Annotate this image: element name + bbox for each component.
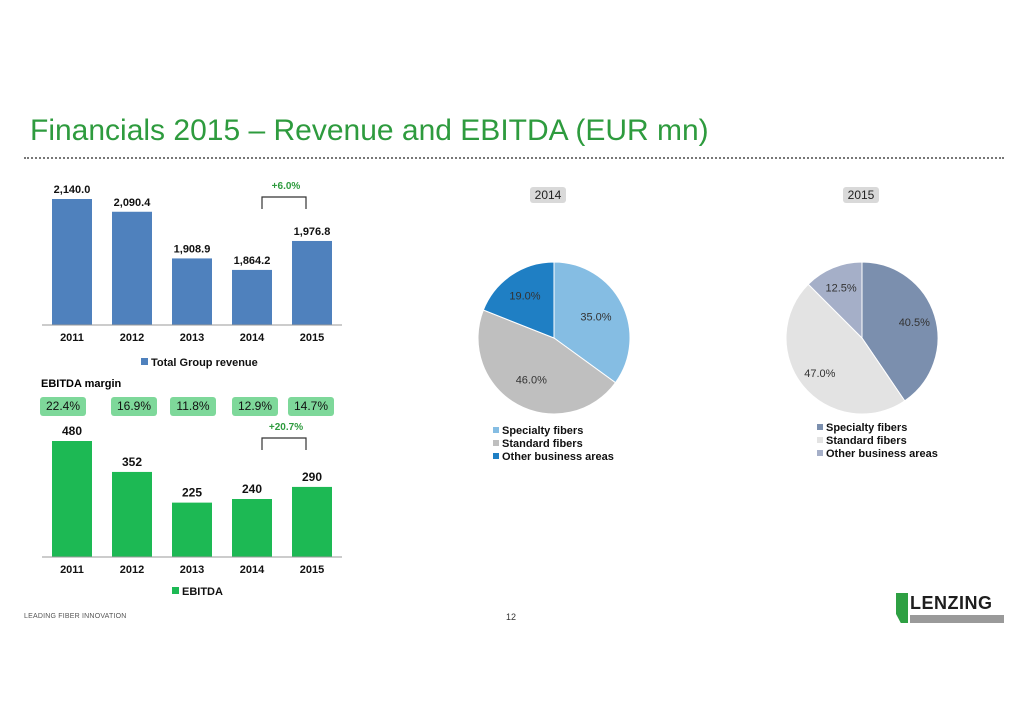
ebitda-value-label-2015: 290 [302,470,322,484]
pie2014-legend-swatch-0 [493,427,499,433]
ebitda-tick-2015: 2015 [300,564,324,576]
revenue-bar-2015 [292,240,332,325]
revenue-legend-label: Total Group revenue [151,357,258,369]
revenue-bar-2014 [232,269,272,325]
ebitda-tick-2013: 2013 [180,564,204,576]
ebitda-value-label-2011: 480 [62,424,82,438]
revenue-tick-2011: 2011 [60,332,84,344]
pie2015-slice-label-0: 40.5% [899,317,930,329]
revenue-tick-2013: 2013 [180,332,204,344]
logo-text: LENZING [910,593,993,613]
pie2015-legend-label-1: Standard fibers [826,435,907,447]
ebitda-margin-2012: 16.9% [111,397,157,416]
pie2014-legend-label-2: Other business areas [502,451,614,463]
revenue-value-label-2015: 1,976.8 [294,226,331,238]
ebitda-legend-label: EBITDA [182,586,223,598]
ebitda-value-label-2012: 352 [122,455,142,469]
ebitda-tick-2012: 2012 [120,564,144,576]
title-divider [24,157,1004,159]
pie2015-legend-swatch-2 [817,450,823,456]
pie-2015-title: 2015 [843,187,879,203]
revenue-value-label-2012: 2,090.4 [114,197,152,209]
ebitda-margin-label: EBITDA margin [41,378,122,390]
ebitda-growth-bracket [261,437,307,450]
pie2015-slice-label-1: 47.0% [804,368,835,380]
pie2015-legend-swatch-0 [817,424,823,430]
pie2014-slice-1 [477,309,617,415]
footer-tagline: LEADING FIBER INNOVATION [24,613,127,620]
revenue-value-label-2011: 2,140.0 [54,184,91,196]
pie2015-slice-label-2: 12.5% [825,282,856,294]
ebitda-value-label-2013: 225 [182,486,202,500]
revenue-value-label-2014: 1,864.2 [234,255,271,267]
page-title: Financials 2015 – Revenue and EBITDA (EU… [30,114,709,147]
logo-mark-icon [896,593,908,623]
pie2014-slice-label-0: 35.0% [580,312,611,324]
ebitda-bar-2011 [52,441,92,557]
pie2015-legend-label-0: Specialty fibers [826,422,907,434]
pie2015-legend-label-2: Other business areas [826,448,938,460]
revenue-value-label-2013: 1,908.9 [174,243,211,255]
page-number: 12 [506,612,517,622]
pie2014-legend-label-1: Standard fibers [502,438,583,450]
ebitda-margin-2014: 12.9% [232,397,278,416]
pie-2014-title: 2014 [530,187,566,203]
pie2014-legend-label-0: Specialty fibers [502,425,583,437]
pie2015-slice-1 [785,283,906,415]
lenzing-logo: LENZING [896,591,1004,625]
ebitda-bar-2015 [292,486,332,557]
pie2014-legend-swatch-2 [493,453,499,459]
revenue-bar-2012 [112,211,152,325]
pie2014-slice-2 [482,261,555,339]
ebitda-bar-2012 [112,471,152,557]
ebitda-tick-2014: 2014 [240,564,265,576]
revenue-tick-2014: 2014 [240,332,265,344]
pie2014-slice-0 [553,261,631,384]
ebitda-tick-2011: 2011 [60,564,84,576]
ebitda-margin-2013: 11.8% [170,397,216,416]
pie2015-legend-swatch-1 [817,437,823,443]
revenue-tick-2012: 2012 [120,332,144,344]
ebitda-legend-swatch [172,587,179,594]
pie2015-slice-0 [861,261,939,402]
revenue-bar-2011 [52,199,92,325]
ebitda-margin-2011: 22.4% [40,397,86,416]
revenue-bar-2013 [172,258,212,325]
pie2014-slice-label-1: 46.0% [516,374,547,386]
ebitda-bar-2014 [232,499,272,557]
pie2015-slice-2 [807,261,863,340]
revenue-legend-swatch [141,358,148,365]
logo-bar [910,615,1004,623]
revenue-growth-label: +6.0% [272,181,301,192]
revenue-growth-bracket [261,196,307,209]
ebitda-value-label-2014: 240 [242,482,262,496]
ebitda-growth-label: +20.7% [269,422,303,433]
ebitda-margin-2015: 14.7% [288,397,334,416]
ebitda-bar-2013 [172,502,212,557]
pie2014-legend-swatch-1 [493,440,499,446]
revenue-tick-2015: 2015 [300,332,324,344]
pie2014-slice-label-2: 19.0% [509,290,540,302]
